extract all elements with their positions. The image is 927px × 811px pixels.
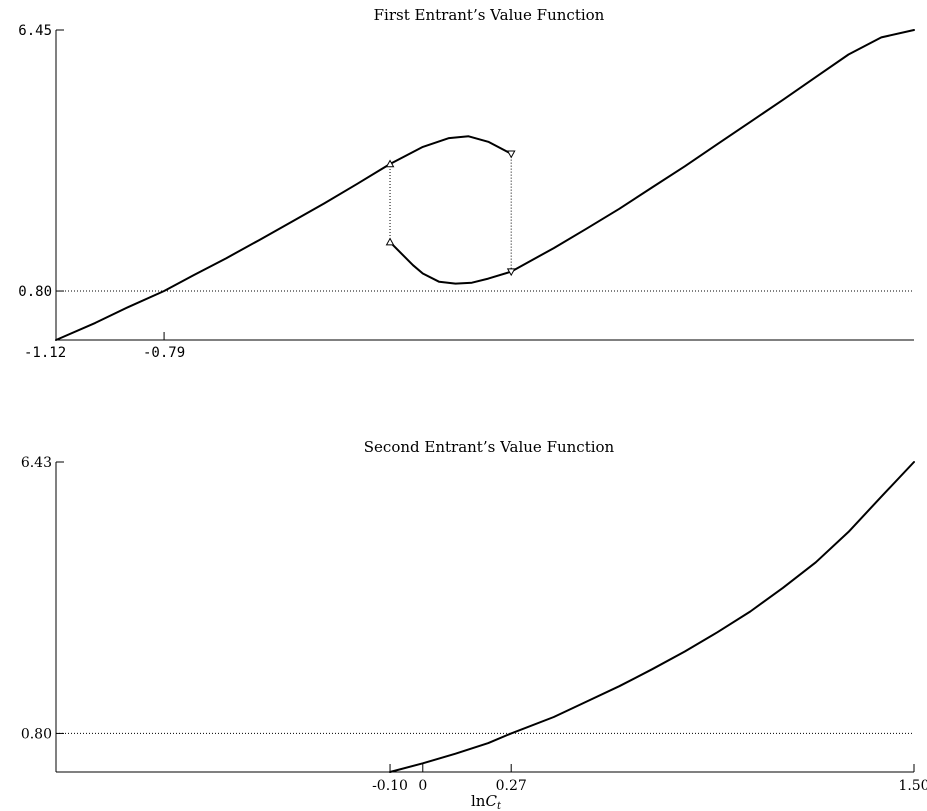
series-line-upper-arc [389, 135, 513, 165]
first-entrant-y-tick-label-top: 6.45 [18, 23, 52, 39]
x-tick-label-2: 0.27 [496, 778, 527, 794]
second-entrant-y-tick-label-ref: 0.80 [21, 726, 52, 742]
second-entrant-x-ticks: -0.10 0 0.27 1.50 [372, 764, 927, 794]
point-marker-1 [385, 237, 395, 246]
first-entrant-x-tick-label-min: -1.12 [24, 345, 66, 361]
first-entrant-title: First Entrant’s Value Function [374, 6, 605, 24]
series-line-curve [389, 461, 915, 773]
second-entrant-series-group [389, 461, 915, 773]
x-tick-label-1: 0 [418, 778, 427, 794]
point-marker-0 [385, 159, 395, 168]
second-entrant-title: Second Entrant’s Value Function [364, 438, 615, 456]
series-line-upper-branch [510, 29, 915, 273]
first-entrant-series-group [55, 29, 915, 341]
second-entrant-y-tick-label-top: 6.43 [21, 455, 52, 471]
x-tick-label-3: 1.50 [898, 778, 927, 794]
xlabel-c-part: C [485, 792, 497, 810]
first-entrant-y-tick-label-ref: 0.80 [18, 284, 52, 300]
first-entrant-panel: First Entrant’s Value Function 6.45 0.80… [18, 6, 915, 361]
point-marker-3 [506, 268, 516, 277]
first-entrant-x-tick-label: -0.79 [143, 345, 185, 361]
x-tick-label-0: -0.10 [372, 778, 408, 794]
series-line-lower-branch [55, 163, 391, 341]
point-marker-2 [506, 150, 516, 159]
xlabel-subscript-part: t [497, 801, 502, 811]
series-line-dip-arc [389, 241, 513, 285]
second-entrant-x-axis-label: lnCt [471, 792, 502, 811]
second-entrant-panel: Second Entrant’s Value Function 6.43 0.8… [21, 438, 927, 811]
xlabel-ln-part: ln [471, 792, 486, 810]
